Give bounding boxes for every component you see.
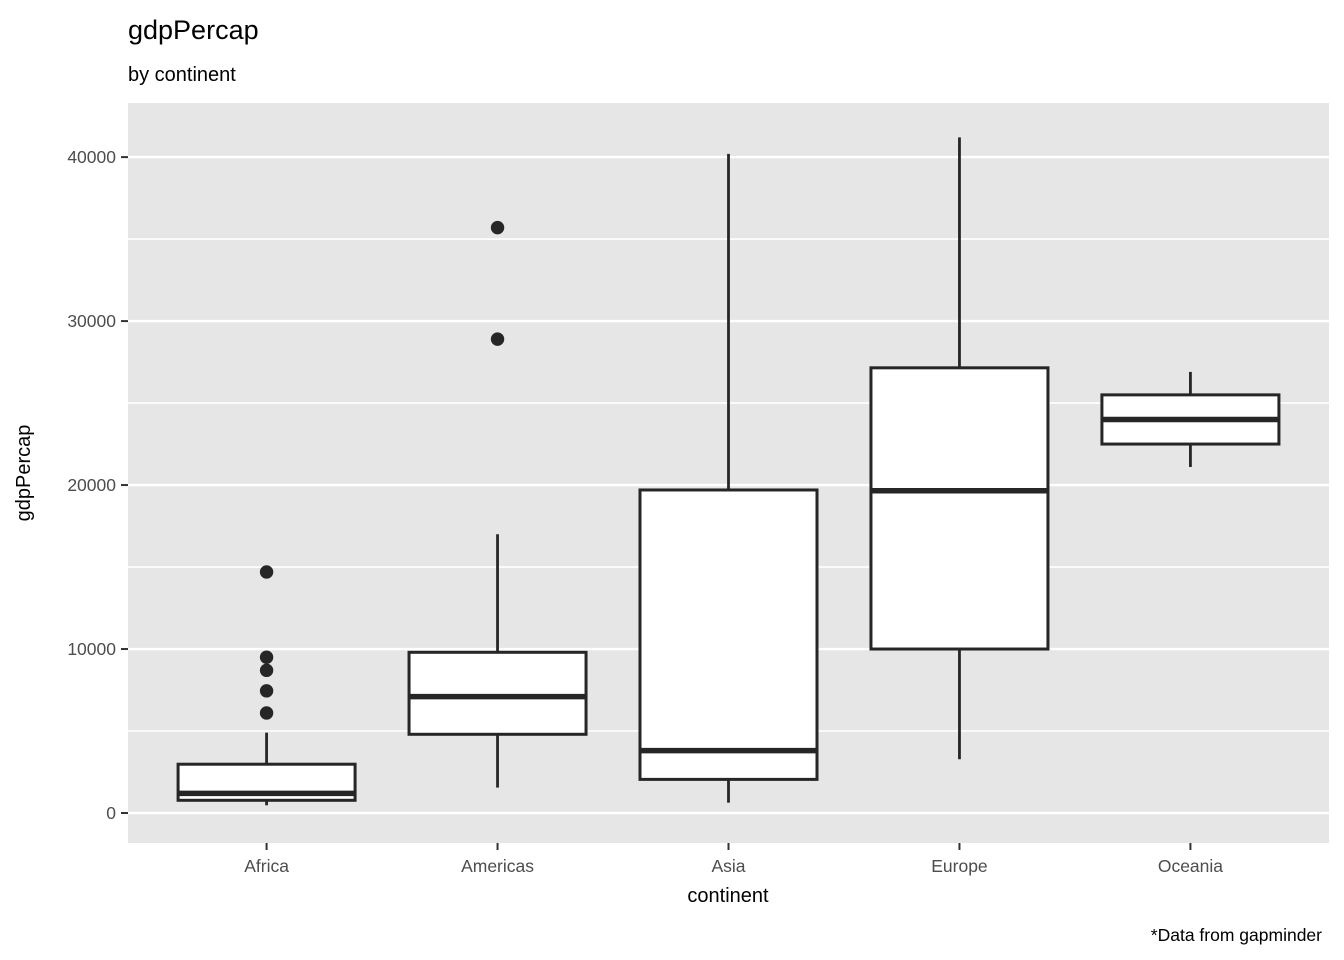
x-tick-label: Oceania [1158, 856, 1223, 876]
boxplot-europe-box [869, 366, 1050, 651]
y-tick-label: 20000 [67, 475, 116, 495]
y-tick-label: 10000 [67, 639, 116, 659]
boxplot-asia-box [638, 488, 819, 781]
boxplot-africa-outlier [259, 565, 274, 579]
chart-title: gdpPercap [128, 15, 259, 45]
chart-subtitle: by continent [128, 64, 236, 86]
chart-caption: *Data from gapminder [1151, 925, 1322, 945]
x-tick-label: Africa [244, 856, 289, 876]
x-axis-title: continent [687, 885, 769, 907]
boxplot-americas-box [407, 650, 588, 736]
boxplot-africa-outlier [259, 663, 274, 678]
boxplot-africa-outlier [259, 706, 274, 720]
y-axis-title: gdpPercap [13, 425, 35, 522]
x-tick-label: Europe [931, 856, 987, 876]
y-tick-label: 30000 [67, 311, 116, 331]
boxplot-africa-outlier [259, 650, 274, 664]
x-tick-label: Americas [461, 856, 534, 876]
x-tick-label: Asia [711, 856, 745, 876]
y-tick-label: 0 [106, 803, 116, 823]
y-tick-label: 40000 [67, 147, 116, 167]
boxplot-americas-outlier [490, 220, 505, 235]
boxplot-africa-outlier [259, 684, 274, 698]
plot-panel: 0 10000 20000 30000 40000 Africa Americas Asia E… [67, 103, 1329, 876]
boxplot-americas-outlier [490, 332, 505, 346]
